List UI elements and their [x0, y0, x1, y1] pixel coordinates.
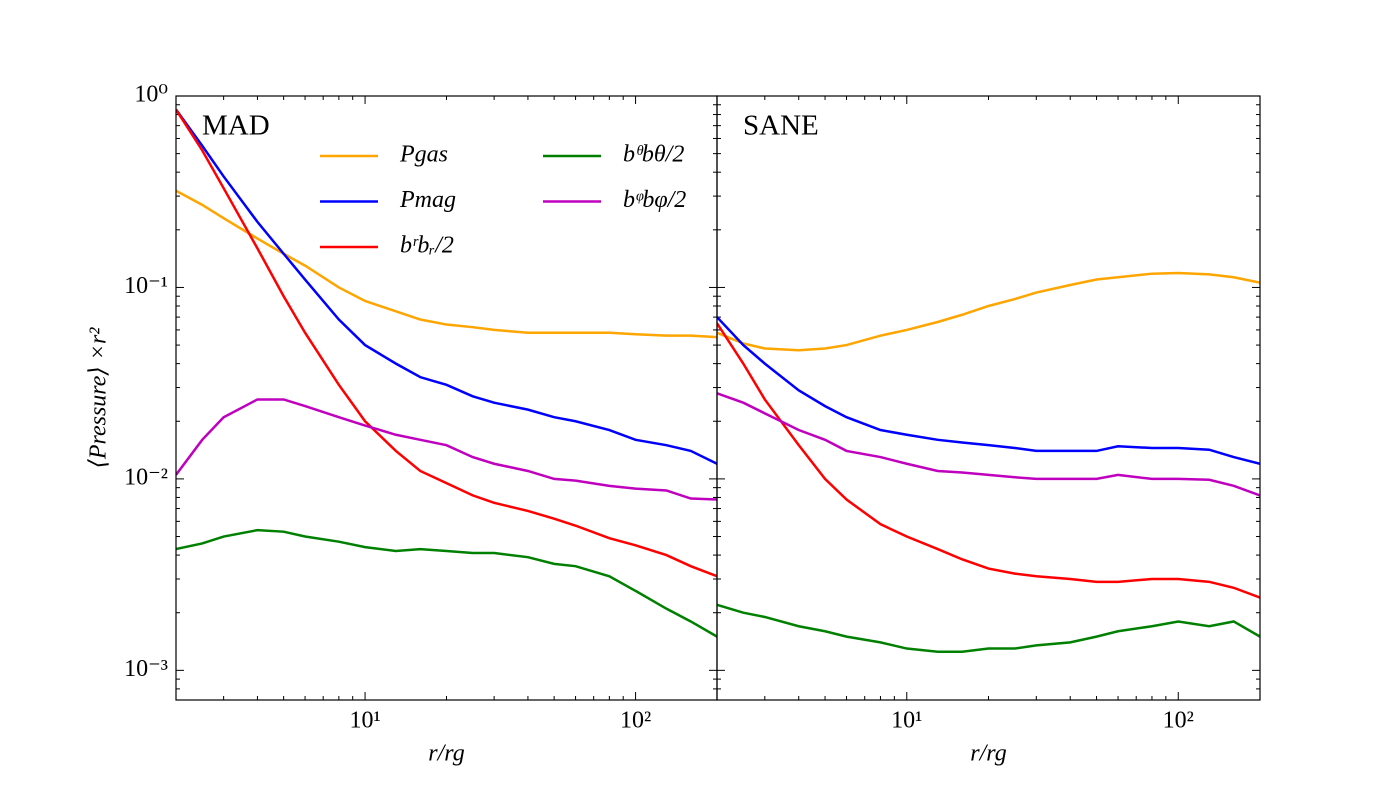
series-line [717, 603, 1260, 654]
legend-label: Pgas [399, 142, 448, 168]
legend-label: bᵠbφ/2 [623, 187, 686, 213]
x-tick-label: 10² [1163, 708, 1194, 734]
x-tick-label: 10² [620, 708, 651, 734]
series-line [176, 189, 717, 339]
series-line [176, 108, 717, 578]
series-line [176, 398, 717, 501]
x-tick-label: 10¹ [349, 708, 380, 734]
series-line [176, 528, 717, 638]
y-tick-label: 10⁻¹ [124, 273, 168, 299]
x-axis-label: r/rg [970, 741, 1006, 767]
y-tick-label: 10⁻³ [124, 656, 168, 682]
panel-label: MAD [202, 110, 270, 142]
legend-label: bᶿbθ/2 [623, 142, 684, 168]
series-line [717, 316, 1260, 465]
legend-label: Pmag [399, 187, 456, 213]
plot-frame [716, 95, 1261, 701]
y-tick-label: 10⁻² [124, 464, 168, 490]
y-tick-label: 10⁰ [134, 82, 168, 108]
y-axis-label: ⟨Pressure⟩ ×r² [86, 327, 112, 469]
panel-label: SANE [743, 110, 819, 142]
series-line [176, 108, 717, 465]
legend-label: bʳbᵣ/2 [400, 233, 454, 259]
x-axis-label: r/rg [428, 741, 464, 767]
x-tick-label: 10¹ [891, 708, 922, 734]
series-line [717, 392, 1260, 497]
series-line [717, 271, 1260, 352]
series-line [717, 322, 1260, 599]
